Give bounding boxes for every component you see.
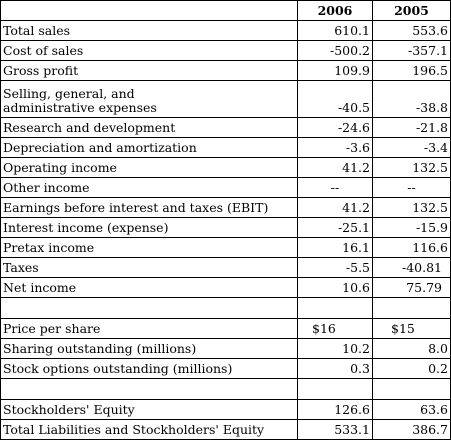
- header-year-2006: 2006: [297, 0, 373, 21]
- table-row: Stockholders' Equity 126.6 63.6: [0, 399, 451, 420]
- value-2005: $15: [372, 318, 451, 339]
- value-2005: -15.9: [372, 217, 451, 238]
- row-label: Cost of sales: [0, 40, 298, 61]
- value-2005: 8.0: [372, 338, 451, 359]
- row-label: Gross profit: [0, 60, 298, 81]
- row-label: Operating income: [0, 157, 298, 178]
- spacer-row: [0, 378, 451, 400]
- row-label: Stockholders' Equity: [0, 399, 298, 420]
- value-2005: 75.79: [372, 277, 451, 298]
- value-2006: 41.2: [297, 197, 373, 218]
- value-2006: 0.3: [297, 358, 373, 379]
- table-row: Gross profit 109.9 196.5: [0, 60, 451, 81]
- table-row: Price per share $16 $15: [0, 318, 451, 339]
- table-row: Depreciation and amortization -3.6 -3.4: [0, 137, 451, 158]
- value-2006: 610.1: [297, 20, 373, 41]
- empty-cell: [372, 378, 451, 400]
- value-2006: 109.9: [297, 60, 373, 81]
- empty-cell: [372, 297, 451, 319]
- value-2006: -24.6: [297, 117, 373, 138]
- value-2006: -500.2: [297, 40, 373, 61]
- table-row: Operating income 41.2 132.5: [0, 157, 451, 178]
- empty-cell: [297, 378, 373, 400]
- row-label-line-2: administrative expenses: [3, 100, 157, 115]
- table-row: Other income -- --: [0, 177, 451, 198]
- value-2005: --: [372, 177, 451, 198]
- value-2006: 126.6: [297, 399, 373, 420]
- value-2005: 553.6: [372, 20, 451, 41]
- value-2006: 41.2: [297, 157, 373, 178]
- row-label: Selling, general, and administrative expe…: [0, 80, 298, 118]
- value-2006: -25.1: [297, 217, 373, 238]
- value-2006: -5.5: [297, 257, 373, 278]
- value-2006: 533.1: [297, 419, 373, 440]
- value-2005: 386.7: [372, 419, 451, 440]
- value-2005: -3.4: [372, 137, 451, 158]
- value-2005: 63.6: [372, 399, 451, 420]
- table-row: Total sales 610.1 553.6: [0, 20, 451, 41]
- table-row: Cost of sales -500.2 -357.1: [0, 40, 451, 61]
- value-2006: 16.1: [297, 237, 373, 258]
- value-2006: --: [297, 177, 373, 198]
- table-row: Total Liabilities and Stockholders' Equi…: [0, 419, 451, 440]
- row-label: Interest income (expense): [0, 217, 298, 238]
- row-label: Stock options outstanding (millions): [0, 358, 298, 379]
- row-label: Earnings before interest and taxes (EBIT…: [0, 197, 298, 218]
- value-2005: 132.5: [372, 157, 451, 178]
- row-label: Sharing outstanding (millions): [0, 338, 298, 359]
- table-row: Pretax income 16.1 116.6: [0, 237, 451, 258]
- value-2006: $16: [297, 318, 373, 339]
- value-2005: 116.6: [372, 237, 451, 258]
- table-row: Selling, general, and administrative expe…: [0, 80, 451, 118]
- row-label: Net income: [0, 277, 298, 298]
- value-2006: 10.6: [297, 277, 373, 298]
- value-2005: 0.2: [372, 358, 451, 379]
- empty-cell: [297, 297, 373, 319]
- value-2006: -40.5: [297, 80, 373, 118]
- row-label-line-1: Selling, general, and: [3, 86, 135, 101]
- header-year-2005: 2005: [372, 0, 451, 21]
- table-row: Interest income (expense) -25.1 -15.9: [0, 217, 451, 238]
- row-label: Pretax income: [0, 237, 298, 258]
- empty-cell: [0, 378, 298, 400]
- value-2005: -40.81: [372, 257, 451, 278]
- row-label: Price per share: [0, 318, 298, 339]
- row-label: Other income: [0, 177, 298, 198]
- table-row: Sharing outstanding (millions) 10.2 8.0: [0, 338, 451, 359]
- row-label: Depreciation and amortization: [0, 137, 298, 158]
- value-2006: 10.2: [297, 338, 373, 359]
- value-2005: 132.5: [372, 197, 451, 218]
- row-label: Taxes: [0, 257, 298, 278]
- table-row: Stock options outstanding (millions) 0.3…: [0, 358, 451, 379]
- value-2005: -38.8: [372, 80, 451, 118]
- row-label: Research and development: [0, 117, 298, 138]
- empty-cell: [0, 297, 298, 319]
- header-label-cell: [0, 0, 298, 21]
- value-2005: -357.1: [372, 40, 451, 61]
- value-2006: -3.6: [297, 137, 373, 158]
- row-label: Total sales: [0, 20, 298, 41]
- table-row: Research and development -24.6 -21.8: [0, 117, 451, 138]
- table-row: Earnings before interest and taxes (EBIT…: [0, 197, 451, 218]
- value-2005: 196.5: [372, 60, 451, 81]
- value-2005: -21.8: [372, 117, 451, 138]
- row-label: Total Liabilities and Stockholders' Equi…: [0, 419, 298, 440]
- spacer-row: [0, 297, 451, 319]
- table-row: Taxes -5.5 -40.81: [0, 257, 451, 278]
- header-row: 2006 2005: [0, 0, 451, 21]
- table-row: Net income 10.6 75.79: [0, 277, 451, 298]
